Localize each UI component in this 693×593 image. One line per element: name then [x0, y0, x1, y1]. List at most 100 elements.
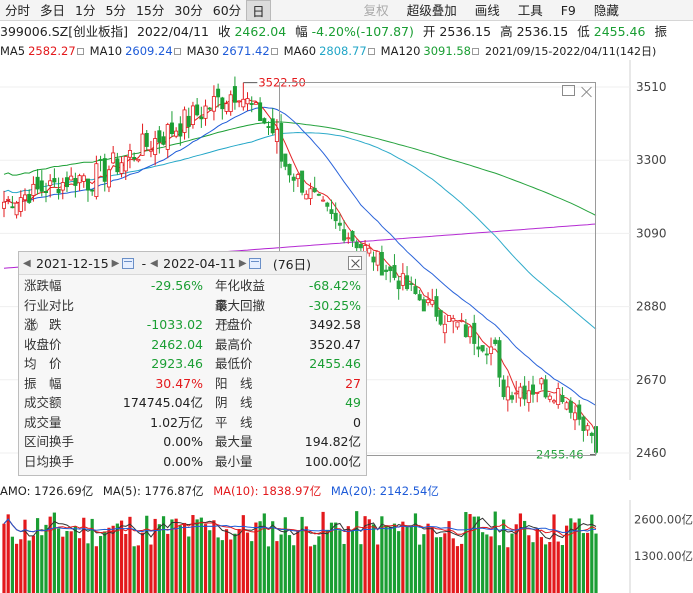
- volume-bar: [506, 547, 510, 593]
- candle-body: [237, 100, 242, 103]
- stats-label-text: 最低价: [215, 356, 253, 371]
- volume-bar: [548, 542, 552, 593]
- candle-body: [392, 265, 397, 278]
- volume-bar: [145, 515, 149, 593]
- period-tab-5[interactable]: 30分: [174, 2, 203, 18]
- volume-bar: [329, 522, 334, 593]
- kline-chart[interactable]: 3510 3300 3090 2880 2670 2460 3522.50 2455.46: [0, 60, 693, 480]
- volume-bar: [346, 526, 350, 593]
- volume-bar: [342, 543, 346, 593]
- help-icon[interactable]: ?: [218, 320, 229, 331]
- period-tab-0[interactable]: 分时: [5, 2, 31, 18]
- symbol-label: 399006.SZ[创业板指]: [0, 24, 128, 39]
- stats-label: 最小量: [207, 452, 269, 472]
- ma-toggle-icon[interactable]: [471, 48, 479, 55]
- candle-body: [539, 378, 544, 385]
- end-calendar-icon[interactable]: [248, 257, 261, 269]
- ma-toggle-icon[interactable]: [76, 48, 84, 55]
- volume-bar: [35, 518, 40, 593]
- volume-bar: [237, 528, 241, 593]
- start-prev-arrow-icon[interactable]: ◀: [23, 257, 31, 269]
- candle-body: [295, 174, 300, 180]
- end-date[interactable]: 2022-04-11: [163, 255, 236, 271]
- candle-body: [371, 256, 376, 263]
- candle-body: [90, 189, 95, 192]
- stats-label: 涨跌幅: [19, 276, 81, 296]
- stats-row: 成交额 174745.04亿阴 线 49: [19, 393, 366, 413]
- ma-legend-value: 2582.27: [28, 44, 76, 58]
- stats-label: 最低价: [207, 354, 269, 374]
- maximize-icon[interactable]: [562, 85, 575, 96]
- end-next-arrow-icon[interactable]: ▶: [238, 257, 247, 269]
- volume-bar: [569, 518, 573, 593]
- stats-row: 日均换手 0.00% 最小量 100.00亿: [19, 452, 366, 472]
- toolbar-action-0[interactable]: 复权: [363, 2, 389, 18]
- ma-legend-label: MA5: [0, 44, 26, 58]
- start-date[interactable]: 2021-12-15: [36, 255, 109, 271]
- candle-body: [316, 193, 321, 196]
- candle-body: [211, 96, 216, 112]
- volume-chart[interactable]: 2600.00亿 1300.00亿: [0, 500, 693, 593]
- candle-body: [274, 129, 279, 142]
- stats-label-text: 成交量: [24, 414, 62, 430]
- ma-toggle-icon[interactable]: [270, 48, 278, 55]
- volume-bar: [338, 530, 342, 593]
- amo-value: AMO: 1726.69亿: [0, 484, 94, 498]
- candle-body: [203, 105, 208, 119]
- volume-bar: [216, 537, 220, 593]
- volume-bar: [384, 525, 388, 593]
- stats-value: 0.00%: [163, 453, 203, 469]
- quote-date: 2022/04/11: [136, 24, 209, 39]
- stats-label: 平 线: [207, 413, 269, 433]
- candle-body: [106, 169, 111, 188]
- period-tab-4[interactable]: 15分: [135, 2, 165, 18]
- close-selection-icon[interactable]: [580, 85, 593, 98]
- candle-body: [258, 102, 263, 122]
- stats-row: 区间换手 0.00% 最大量 194.82亿: [19, 432, 366, 452]
- volume-bar: [413, 513, 418, 593]
- start-next-arrow-icon[interactable]: ▶: [111, 257, 120, 269]
- volume-bar: [86, 543, 90, 593]
- volume-bar: [510, 533, 514, 593]
- start-calendar-icon[interactable]: [121, 257, 134, 269]
- period-tab-7[interactable]: 日: [246, 0, 271, 21]
- candle-body: [64, 177, 69, 188]
- period-tab-6[interactable]: 60分: [212, 2, 242, 18]
- candle-body: [14, 202, 19, 216]
- help-icon[interactable]: ?: [27, 320, 38, 331]
- ma-range-text: 2021/09/15-2022/04/11(142日): [484, 45, 657, 58]
- period-tab-1[interactable]: 多日: [40, 2, 66, 18]
- candle-body: [287, 163, 292, 176]
- candle-body: [543, 379, 548, 398]
- volume-svg[interactable]: 2600.00亿 1300.00亿: [0, 500, 693, 593]
- toolbar-action-3[interactable]: 工具: [517, 2, 543, 18]
- end-prev-arrow-icon[interactable]: ◀: [150, 257, 158, 269]
- candle-body: [379, 251, 384, 276]
- candle-body: [52, 178, 57, 183]
- volume-bar: [573, 522, 577, 593]
- candle-body: [568, 400, 573, 413]
- period-tab-2[interactable]: 1分: [75, 2, 96, 18]
- toolbar-action-2[interactable]: 画线: [474, 2, 500, 18]
- volume-bar: [233, 533, 237, 593]
- stats-label: 最高价: [207, 335, 269, 355]
- ma-legend-4: MA120 3091.58: [381, 44, 479, 58]
- toolbar-action-4[interactable]: F9: [560, 2, 576, 18]
- toolbar-action-1[interactable]: 超级叠加: [406, 2, 457, 18]
- toolbar-action-5[interactable]: 隐藏: [593, 2, 619, 18]
- low-marker-label: 2455.46: [536, 448, 584, 462]
- volume-bar: [203, 524, 208, 593]
- candle-body: [18, 197, 23, 212]
- period-tab-3[interactable]: 5分: [105, 2, 126, 18]
- volume-bar: [229, 539, 233, 593]
- ma-toggle-icon[interactable]: [367, 48, 375, 55]
- ma-toggle-icon[interactable]: [173, 48, 181, 55]
- stats-rows: 涨跌幅 -29.56% 年化收益率 -68.42% 行业对比? 最大回撤? -30.25% 涨…: [19, 275, 366, 471]
- candle-body: [283, 153, 288, 167]
- stats-label-text: 最高价: [215, 336, 253, 352]
- close-stats-icon[interactable]: [348, 256, 362, 270]
- amplitude-label: 振: [654, 24, 667, 39]
- candle-body: [442, 323, 447, 334]
- stats-value: 174745.04亿: [122, 395, 203, 410]
